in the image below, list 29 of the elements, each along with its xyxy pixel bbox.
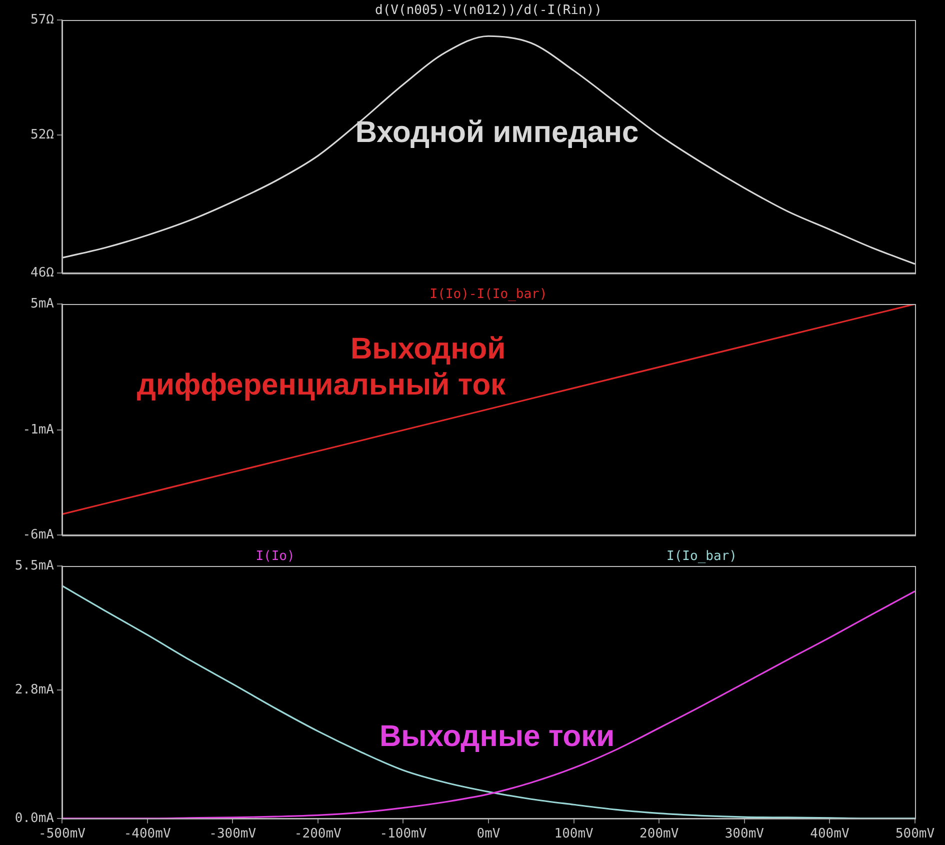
y-tick-label: 46Ω [30, 266, 54, 281]
x-tick-label: 300mV [724, 826, 764, 842]
y-tick-label: 57Ω [30, 12, 54, 28]
x-tick-label: 0mV [476, 826, 500, 842]
text: I(Io) [256, 548, 295, 564]
y-tick-label: -1mA [22, 422, 54, 438]
x-tick-label: -400mV [124, 826, 171, 842]
line-series [62, 304, 915, 515]
x-tick-label: -300mV [209, 826, 256, 842]
text: I(Io)-I(Io_bar) [430, 286, 548, 302]
x-tick-label: -500mV [38, 826, 86, 842]
y-tick-label: 52Ω [30, 127, 54, 142]
annotation: Входной импеданс [355, 116, 639, 150]
x-tick-label: -100mV [380, 826, 427, 842]
series-label: d(V(n005)-V(n012))/d(-I(Rin)) [375, 2, 602, 18]
y-tick-label: 5mA [30, 296, 54, 312]
x-tick-label: 100mV [554, 826, 594, 842]
y-tick-label: 0.0mA [14, 810, 54, 826]
annotation: Выходные токи [380, 720, 615, 753]
y-tick-label: 2.8mA [14, 682, 54, 698]
x-tick-label: 200mV [640, 826, 679, 842]
y-tick-label: 5.5mA [14, 558, 54, 574]
y-tick-label: -6mA [22, 528, 54, 543]
x-tick-label: -200mV [294, 826, 342, 842]
line-series [62, 35, 915, 265]
annotation: Выходной дифференциальный ток [136, 332, 507, 402]
x-tick-label: 400mV [810, 826, 850, 842]
x-tick-label: 500mV [895, 826, 935, 842]
text: I(Io_bar) [666, 548, 737, 564]
